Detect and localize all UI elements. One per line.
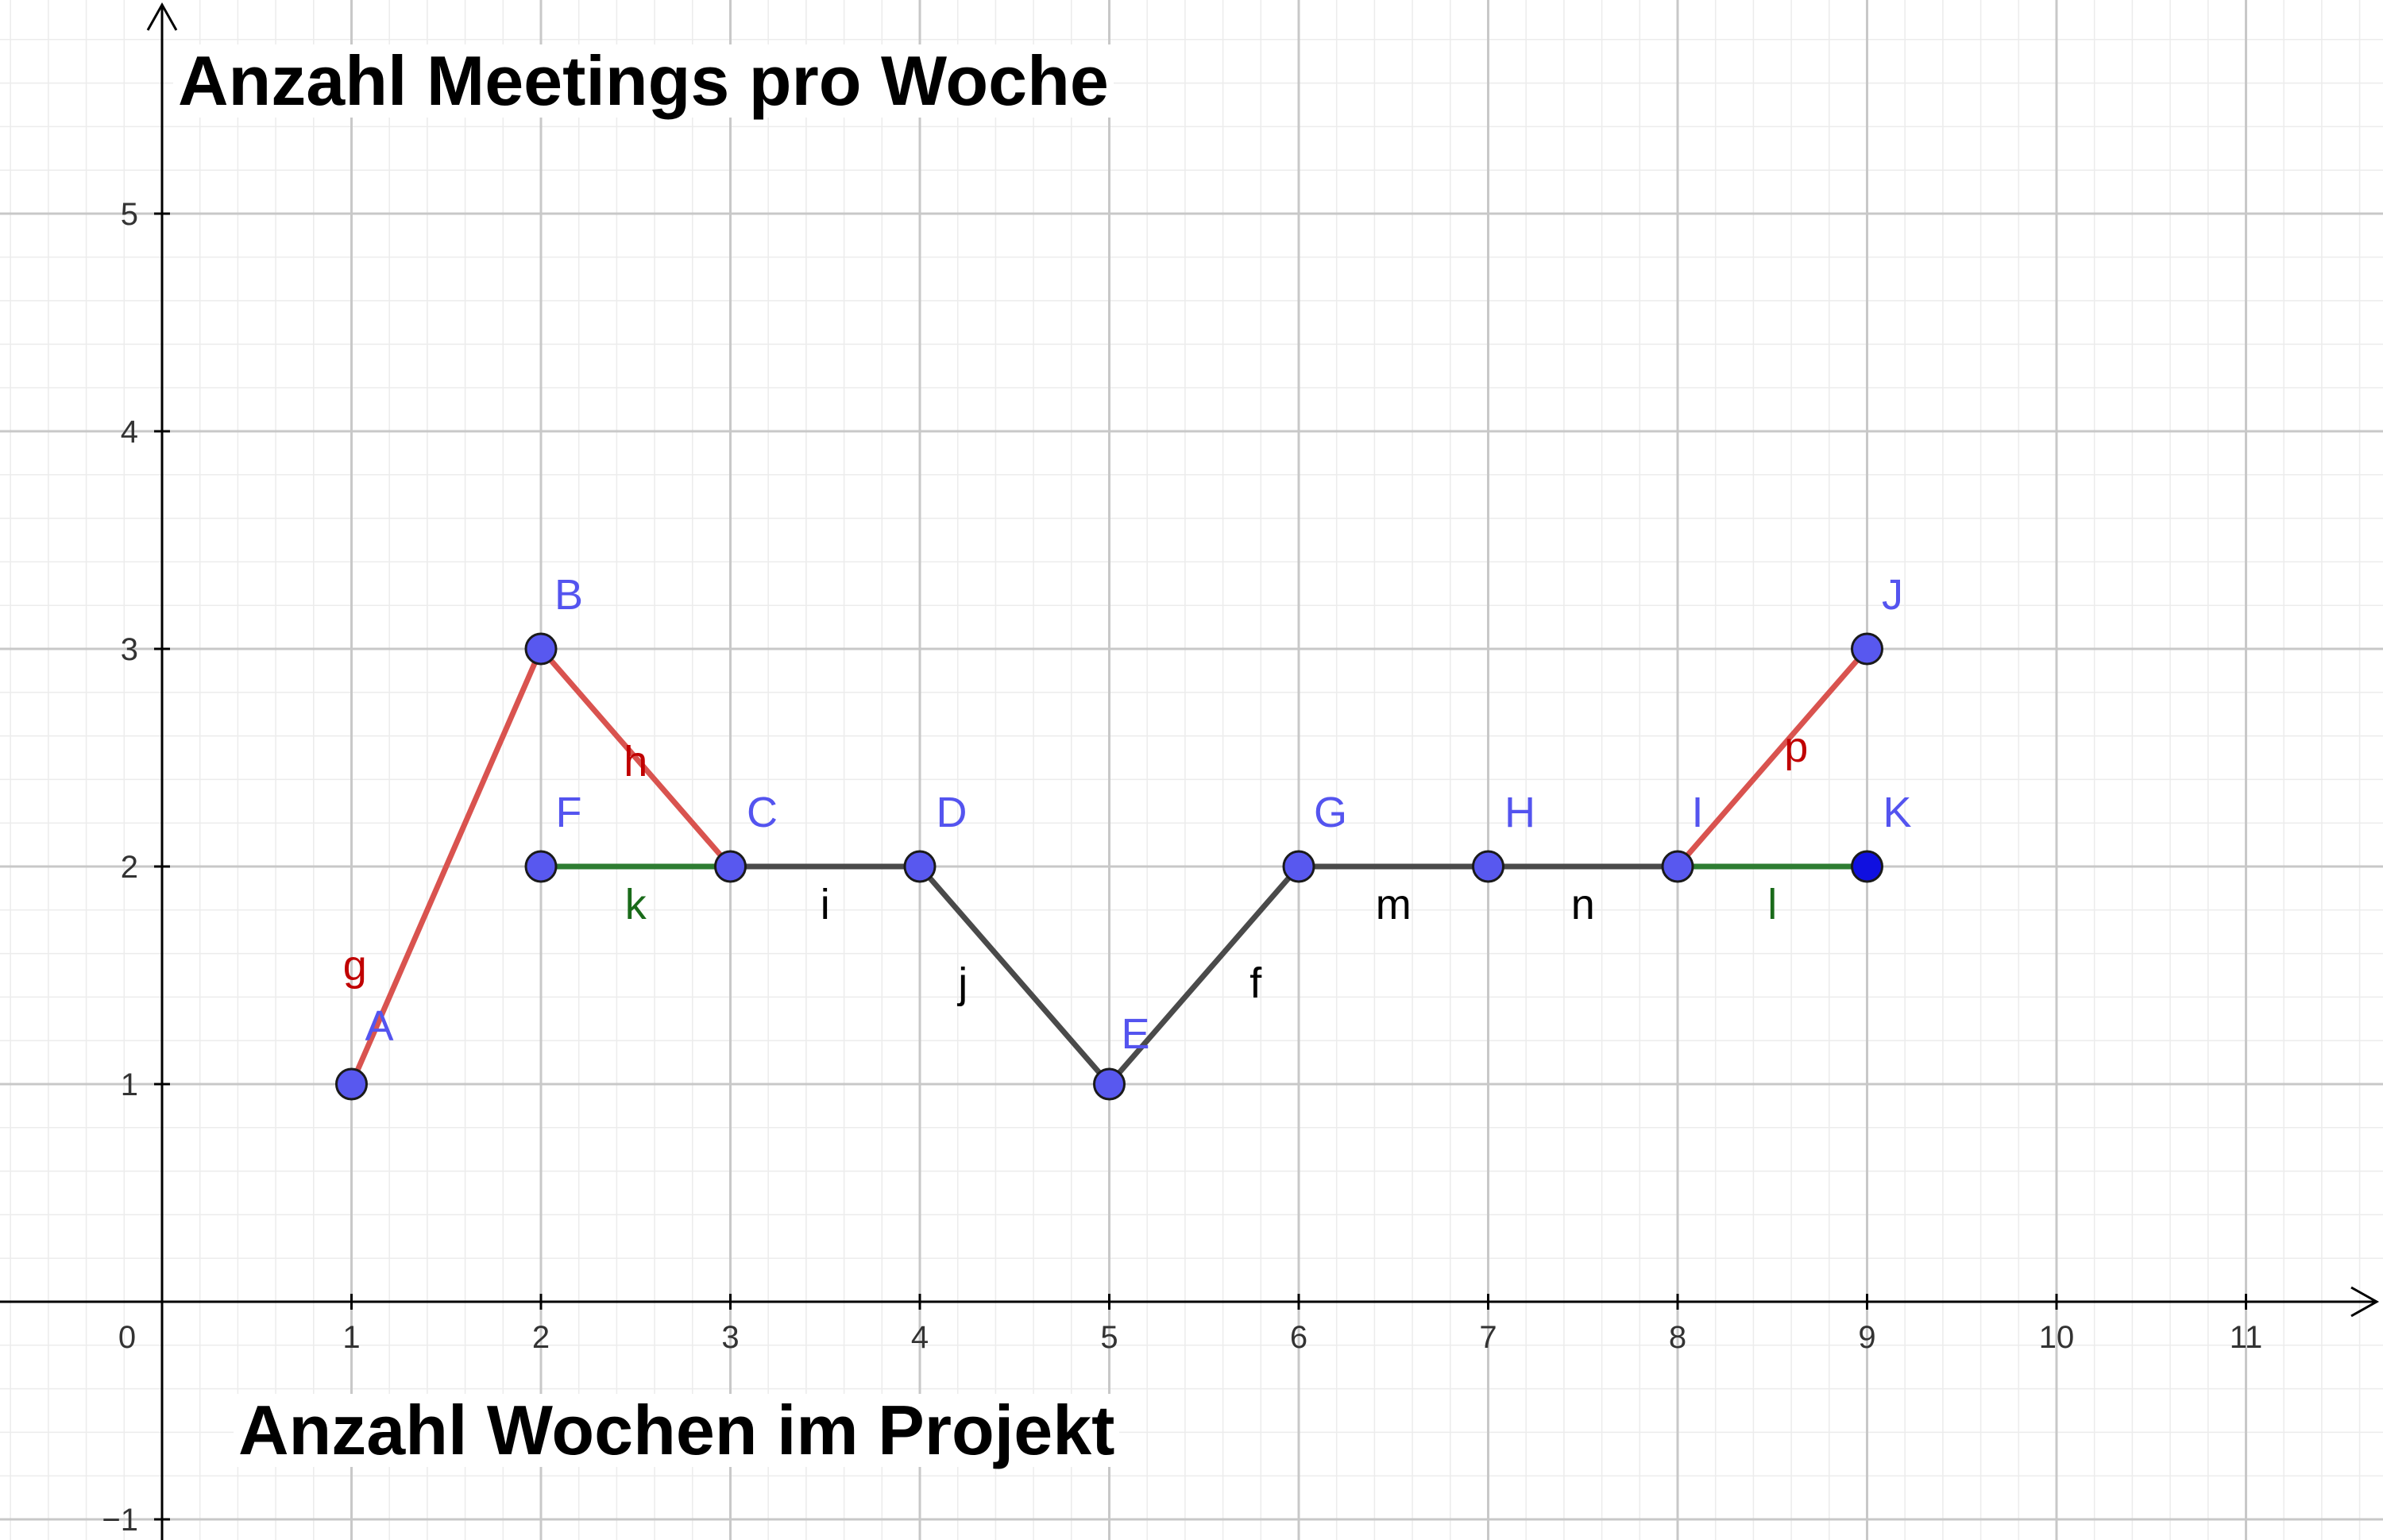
segment-label-j: j xyxy=(956,959,967,1007)
point-label-G: G xyxy=(1314,789,1347,836)
point-C xyxy=(714,850,747,883)
point-label-E: E xyxy=(1121,1010,1149,1058)
point-E xyxy=(1093,1067,1126,1101)
y-tick-label: 5 xyxy=(121,197,138,232)
segment-f xyxy=(1107,863,1302,1087)
x-tick-label: 0 xyxy=(118,1320,136,1355)
x-tick-label: 6 xyxy=(1290,1320,1307,1355)
point-A xyxy=(335,1067,368,1101)
y-tick-label: −1 xyxy=(102,1503,138,1538)
point-label-I: I xyxy=(1691,789,1703,836)
segment-label-l: l xyxy=(1767,881,1777,928)
point-label-F: F xyxy=(556,789,582,836)
x-axis-arrow xyxy=(2350,1286,2380,1318)
point-label-J: J xyxy=(1882,571,1903,619)
x-tick-label: 2 xyxy=(532,1320,550,1355)
x-tick-label: 9 xyxy=(1858,1320,1875,1355)
segment-label-p: p xyxy=(1784,724,1808,771)
point-K xyxy=(1851,850,1883,883)
segment-label-i: i xyxy=(821,881,830,928)
y-axis-arrow xyxy=(146,2,178,31)
segment-label-m: m xyxy=(1376,881,1412,928)
labels: g h k i j f m n p l A B C D E F G H I J K xyxy=(343,571,1912,1058)
segment-label-g: g xyxy=(343,942,367,990)
segment-label-h: h xyxy=(624,738,647,785)
x-tick-label: 10 xyxy=(2039,1320,2075,1355)
x-tick-label: 7 xyxy=(1479,1320,1497,1355)
y-tick-label: 1 xyxy=(121,1067,138,1102)
point-B xyxy=(524,632,558,666)
point-D xyxy=(903,850,937,883)
point-label-C: C xyxy=(747,789,778,836)
segment-j xyxy=(917,863,1112,1087)
x-tick-label: 11 xyxy=(2230,1320,2263,1355)
segment-g xyxy=(349,646,544,1087)
segment-label-f: f xyxy=(1249,959,1262,1007)
segment-label-n: n xyxy=(1571,881,1595,928)
x-tick-label: 1 xyxy=(342,1320,360,1355)
y-tick-label: 3 xyxy=(121,632,138,667)
x-tick-label: 4 xyxy=(911,1320,929,1355)
x-tick-label: 5 xyxy=(1100,1320,1118,1355)
y-tick-label: 4 xyxy=(121,415,138,450)
x-tick-label: 3 xyxy=(721,1320,739,1355)
chart-title: Anzahl Meetings pro Woche xyxy=(173,44,1114,118)
point-G xyxy=(1282,850,1315,883)
segments xyxy=(349,646,1870,1087)
point-label-D: D xyxy=(937,789,967,836)
point-H xyxy=(1472,850,1504,883)
segment-label-k: k xyxy=(625,881,647,928)
x-axis-label: Anzahl Wochen im Projekt xyxy=(234,1393,1120,1468)
segment-h xyxy=(538,646,733,870)
point-J xyxy=(1851,632,1883,666)
point-label-K: K xyxy=(1883,789,1911,836)
point-label-B: B xyxy=(554,571,583,619)
x-tick-label: 8 xyxy=(1669,1320,1686,1355)
segment-p xyxy=(1674,646,1870,870)
point-I xyxy=(1661,850,1694,883)
point-F xyxy=(524,850,558,883)
points xyxy=(335,632,1883,1101)
y-tick-label: 2 xyxy=(121,850,138,885)
point-label-H: H xyxy=(1504,789,1535,836)
point-label-A: A xyxy=(365,1002,393,1050)
tick-labels: 0 1 2 3 4 5 6 7 8 9 10 11 −1 1 2 3 4 5 xyxy=(102,197,2262,1538)
